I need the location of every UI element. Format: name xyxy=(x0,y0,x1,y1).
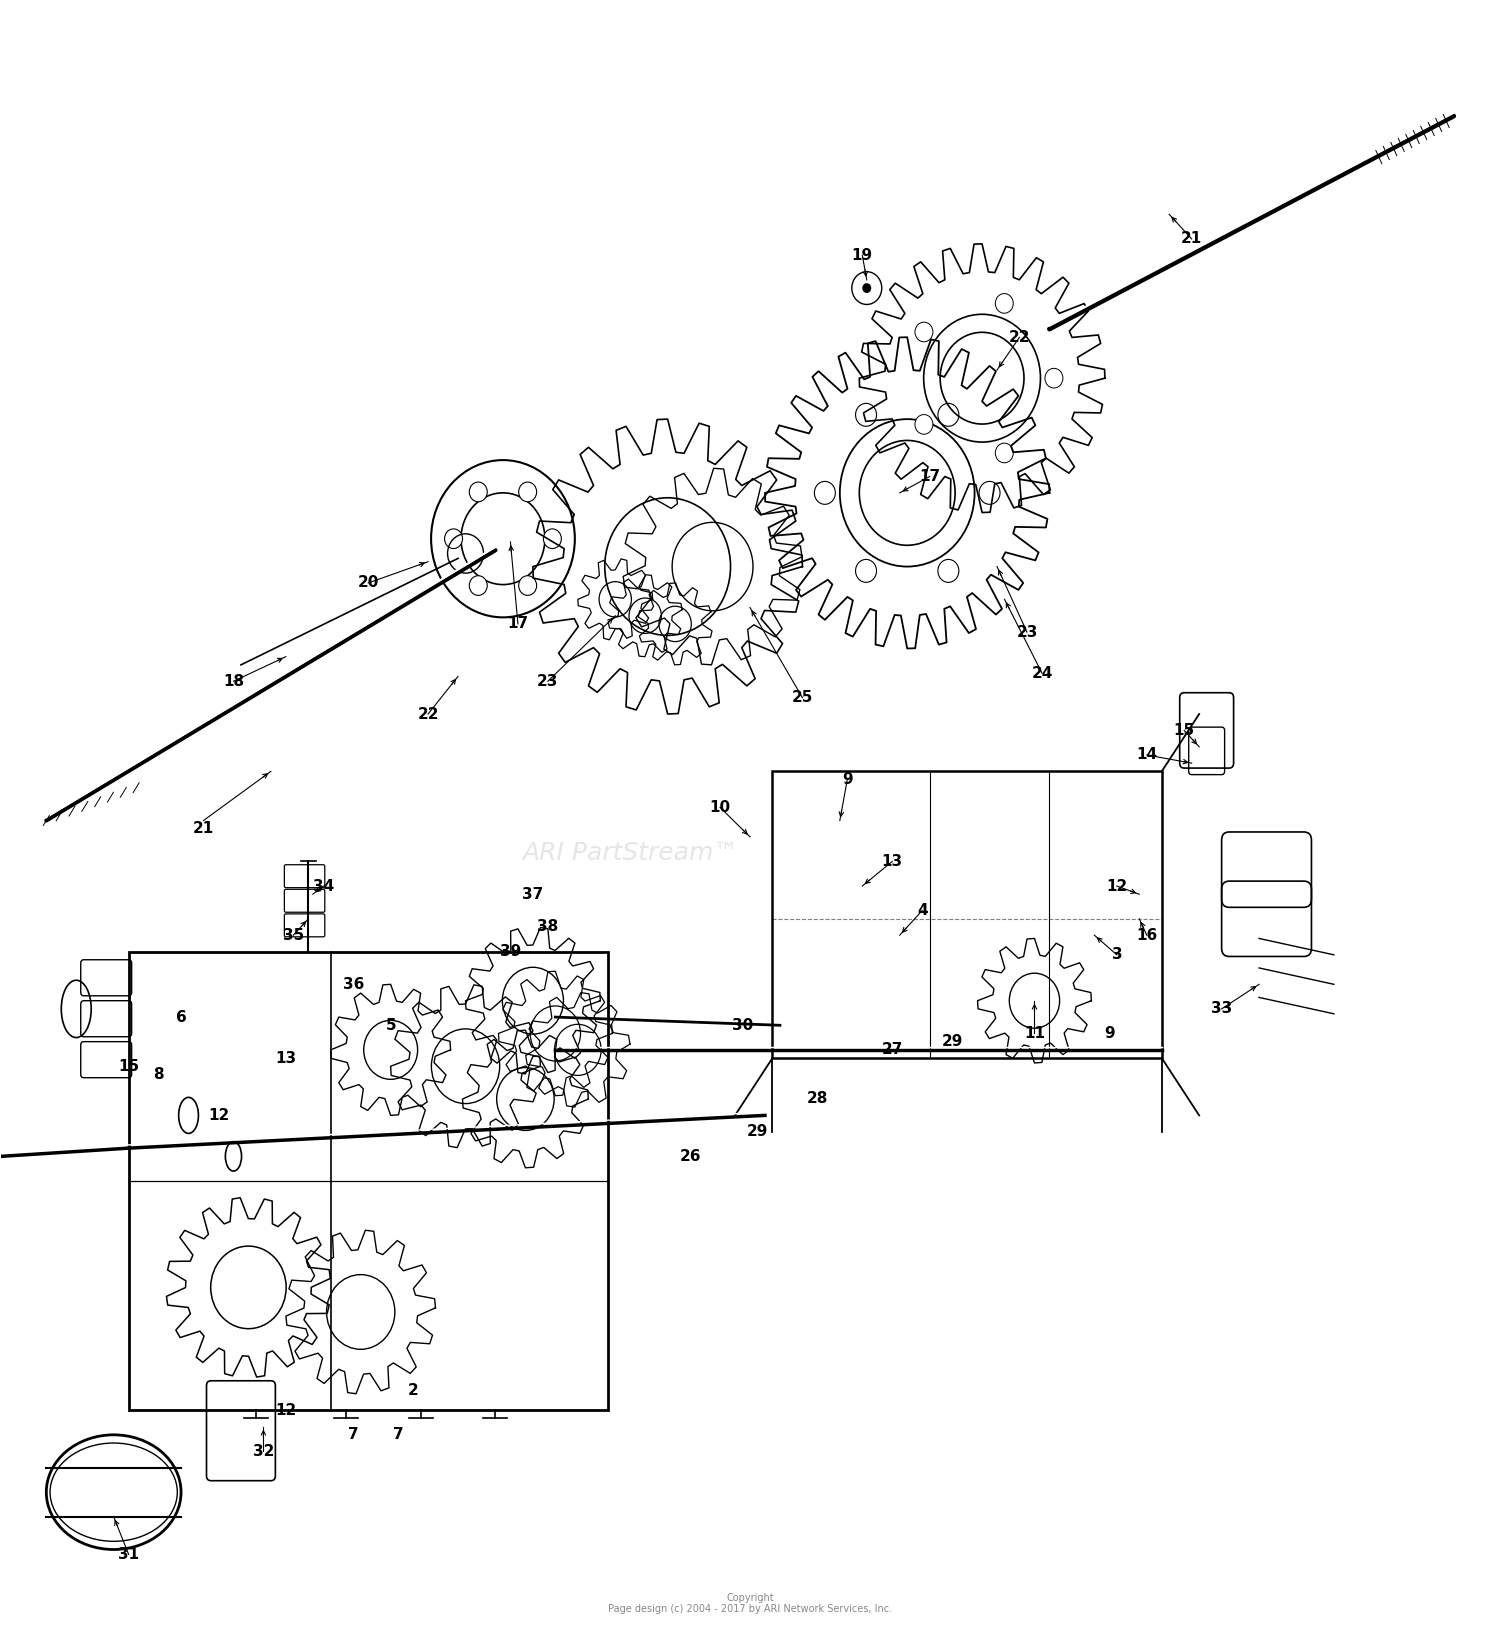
Circle shape xyxy=(519,482,537,502)
Text: 4: 4 xyxy=(916,903,927,917)
Text: 34: 34 xyxy=(312,878,334,894)
Circle shape xyxy=(915,415,933,435)
Text: 23: 23 xyxy=(1017,625,1038,640)
Text: 6: 6 xyxy=(176,1009,186,1024)
Circle shape xyxy=(543,528,561,548)
Text: 2: 2 xyxy=(408,1383,419,1398)
Text: 20: 20 xyxy=(357,576,380,591)
Text: 16: 16 xyxy=(1136,927,1158,942)
Text: 13: 13 xyxy=(276,1050,297,1065)
Text: 13: 13 xyxy=(882,853,903,870)
Text: 27: 27 xyxy=(882,1042,903,1057)
Text: 30: 30 xyxy=(732,1017,753,1032)
Text: 38: 38 xyxy=(537,919,558,934)
Text: 15: 15 xyxy=(1173,724,1196,738)
Circle shape xyxy=(862,284,871,294)
Text: 12: 12 xyxy=(209,1108,230,1122)
Circle shape xyxy=(980,481,1000,504)
Text: 11: 11 xyxy=(1024,1026,1045,1040)
Text: 17: 17 xyxy=(920,469,940,484)
Text: 29: 29 xyxy=(942,1034,963,1049)
Text: 10: 10 xyxy=(710,799,730,816)
Circle shape xyxy=(855,560,876,583)
Circle shape xyxy=(519,576,537,596)
Circle shape xyxy=(996,294,1014,313)
Text: 19: 19 xyxy=(852,248,873,263)
Text: 39: 39 xyxy=(500,944,520,958)
Text: 23: 23 xyxy=(537,674,558,689)
Text: 37: 37 xyxy=(522,886,543,901)
Text: 25: 25 xyxy=(792,691,813,706)
Circle shape xyxy=(938,560,958,583)
Text: 28: 28 xyxy=(807,1091,828,1106)
Text: Copyright
Page design (c) 2004 - 2017 by ARI Network Services, Inc.: Copyright Page design (c) 2004 - 2017 by… xyxy=(608,1593,892,1615)
Circle shape xyxy=(470,576,488,596)
Text: 12: 12 xyxy=(1106,878,1128,894)
Text: 5: 5 xyxy=(386,1017,396,1032)
Text: 31: 31 xyxy=(118,1547,140,1562)
Text: 3: 3 xyxy=(1112,947,1122,962)
Circle shape xyxy=(996,443,1014,463)
Text: 9: 9 xyxy=(1104,1026,1114,1040)
Circle shape xyxy=(915,322,933,341)
Text: 12: 12 xyxy=(274,1403,297,1418)
Circle shape xyxy=(815,481,836,504)
Circle shape xyxy=(470,482,488,502)
Text: 21: 21 xyxy=(194,820,214,837)
Text: 18: 18 xyxy=(224,674,245,689)
Text: 36: 36 xyxy=(342,976,364,991)
Text: 22: 22 xyxy=(417,707,440,722)
Text: 26: 26 xyxy=(680,1149,700,1163)
Circle shape xyxy=(1046,368,1064,387)
Text: 9: 9 xyxy=(842,771,852,788)
Text: 33: 33 xyxy=(1210,1001,1233,1016)
Text: 24: 24 xyxy=(1032,666,1053,681)
Text: 8: 8 xyxy=(153,1067,164,1081)
Text: 7: 7 xyxy=(393,1428,404,1442)
Text: 14: 14 xyxy=(1136,747,1158,763)
Text: 29: 29 xyxy=(747,1124,768,1139)
Circle shape xyxy=(938,404,958,427)
Text: 21: 21 xyxy=(1180,231,1203,246)
Text: 17: 17 xyxy=(507,617,528,632)
Text: ARI PartStream™: ARI PartStream™ xyxy=(522,842,738,865)
Text: 22: 22 xyxy=(1010,330,1031,345)
Text: 15: 15 xyxy=(118,1058,140,1073)
Text: 35: 35 xyxy=(282,927,304,942)
Circle shape xyxy=(855,404,876,427)
Circle shape xyxy=(444,528,462,548)
Text: 7: 7 xyxy=(348,1428,358,1442)
Text: 32: 32 xyxy=(252,1444,274,1459)
